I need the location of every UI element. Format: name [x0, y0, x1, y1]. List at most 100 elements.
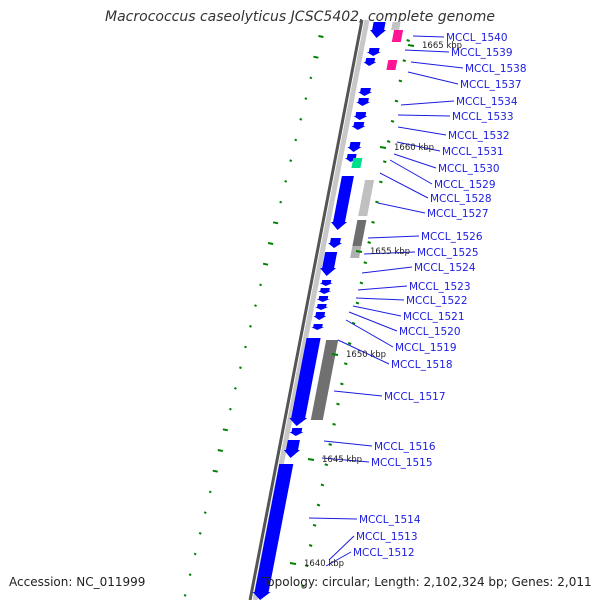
- leader-line: [345, 319, 394, 348]
- leader-line: [367, 235, 420, 239]
- gene-label: MCCL_1524: [414, 262, 476, 274]
- leader-line: [325, 551, 352, 567]
- gene-label: MCCL_1515: [371, 457, 433, 469]
- rna-feature-pink: [391, 30, 404, 42]
- gene-arrow: [366, 48, 381, 56]
- gene-label: MCCL_1525: [417, 247, 479, 259]
- scale-dot: [294, 138, 298, 142]
- gene-label: MCCL_1526: [421, 231, 483, 243]
- kbp-label: 1660 kbp: [394, 143, 434, 153]
- scale-dot-inner: [340, 382, 344, 386]
- leader-line: [377, 202, 426, 214]
- leader-line: [337, 339, 390, 365]
- gene-arrow: [316, 296, 330, 302]
- gene-label: MCCL_1530: [438, 163, 500, 175]
- leader-line: [363, 251, 416, 255]
- leader-line: [397, 114, 451, 117]
- scale-dot: [313, 55, 319, 59]
- gene-arrow: [347, 142, 362, 152]
- scale-dot: [309, 76, 313, 80]
- gene-label: MCCL_1513: [356, 531, 418, 543]
- leader-line: [396, 141, 441, 152]
- gene-label: MCCL_1520: [399, 326, 461, 338]
- leader-line: [397, 126, 447, 136]
- scale-dot-inner: [382, 160, 387, 164]
- scale-dot-inner: [402, 59, 407, 63]
- gene-label: MCCL_1518: [391, 359, 453, 371]
- gene-label: MCCL_1528: [430, 193, 492, 205]
- genome-backbone: [248, 19, 370, 600]
- scale-dot: [222, 428, 229, 432]
- scale-dot: [212, 469, 218, 473]
- scale-dot: [262, 262, 269, 266]
- leader-line: [400, 100, 455, 106]
- scale-dot-inner: [308, 544, 313, 547]
- leader-line: [355, 297, 405, 301]
- leader-line: [321, 457, 370, 463]
- scale-dot: [318, 35, 324, 38]
- gene-arrow: [331, 176, 354, 230]
- scale-dot: [284, 180, 288, 183]
- grey-block-dark: [310, 340, 339, 420]
- leader-line: [308, 517, 358, 520]
- gene-arrow: [289, 428, 304, 436]
- scale-dot: [183, 594, 187, 597]
- gene-features: [252, 22, 404, 600]
- gene-label: MCCL_1514: [359, 514, 421, 526]
- scale-dot: [228, 407, 232, 411]
- kbp-label: 1640 kbp: [304, 559, 344, 569]
- scale-dot-inner: [332, 422, 336, 426]
- grey-block-light: [391, 22, 401, 30]
- accession-text: Accession: NC_011999: [9, 575, 146, 589]
- scale-dot: [272, 221, 279, 225]
- gene-arrow: [358, 88, 373, 96]
- kbp-label: 1650 kbp: [346, 350, 386, 360]
- scale-dot: [198, 531, 202, 535]
- leader-line: [361, 266, 413, 274]
- map-title: Macrococcus caseolyticus JCSC5402, compl…: [105, 9, 495, 25]
- gene-label: MCCL_1531: [442, 146, 504, 158]
- gene-arrow: [356, 98, 371, 106]
- scale-dot: [304, 97, 308, 100]
- grey-block-dark: [352, 220, 367, 246]
- gene-arrow: [351, 122, 366, 130]
- scale-dot: [217, 449, 224, 452]
- leader-line: [333, 390, 383, 397]
- kbp-label: 1645 kbp: [322, 455, 362, 465]
- gene-arrow: [319, 280, 333, 286]
- scale-dot-inner: [359, 281, 364, 285]
- scale-dot: [267, 242, 274, 245]
- gene-label: MCCL_1532: [448, 130, 510, 142]
- scale-dot-inner: [328, 443, 332, 446]
- scale-dot-inner: [386, 140, 391, 143]
- leader-line: [412, 35, 445, 38]
- gene-arrow: [320, 252, 338, 276]
- gene-arrow: [284, 440, 300, 458]
- scale-dot-inner: [398, 79, 403, 83]
- gene-label: MCCL_1538: [465, 63, 527, 75]
- scale-dot: [259, 283, 262, 287]
- gene-label: MCCL_1519: [395, 342, 457, 354]
- scale-dot: [279, 200, 283, 204]
- leader-line: [404, 49, 450, 53]
- scale-dot-inner: [406, 39, 410, 42]
- scale-dot: [193, 552, 197, 556]
- grey-block-light: [350, 246, 362, 258]
- leader-line: [357, 285, 408, 291]
- leader-line: [410, 61, 464, 69]
- scale-dot-inner: [371, 220, 375, 224]
- scale-dot-inner: [355, 301, 360, 305]
- leader-line: [323, 440, 373, 447]
- scale-dot: [254, 304, 257, 307]
- gene-arrow: [311, 324, 325, 330]
- leader-line: [328, 535, 355, 561]
- gene-arrow: [252, 464, 294, 600]
- scale-dot-inner: [304, 564, 309, 568]
- gene-label: MCCL_1522: [406, 295, 468, 307]
- gene-arrow: [370, 22, 387, 38]
- backbone-inner-line: [248, 19, 364, 600]
- kbp-label: 1655 kbp: [370, 247, 410, 257]
- gene-label: MCCL_1534: [456, 96, 518, 108]
- leader-line: [348, 311, 398, 332]
- scale-dot-inner: [379, 180, 383, 184]
